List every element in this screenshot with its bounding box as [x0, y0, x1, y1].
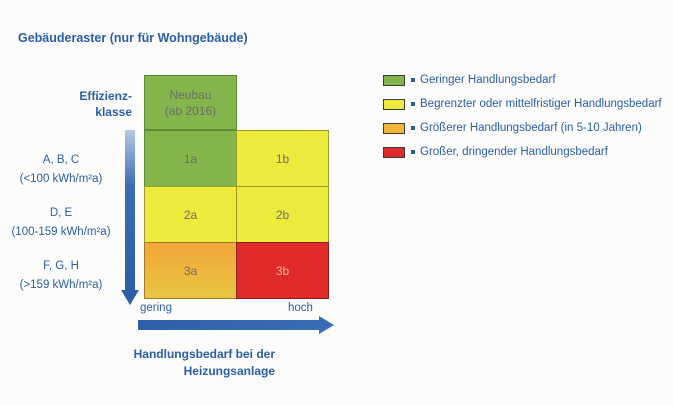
row-label-1-range: (<100 kWh/m²a) — [19, 173, 103, 185]
action-need-axis-arrow — [138, 316, 334, 334]
legend-swatch-red — [383, 146, 405, 158]
x-tick-low: gering — [140, 302, 172, 314]
y-axis-title: Effizienz- klasse — [60, 88, 132, 120]
legend-label-low: Geringer Handlungsbedarf — [420, 74, 556, 86]
row-label-2-classes: D, E — [49, 207, 73, 219]
row-label-2: D, E (100-159 kWh/m²a) — [2, 204, 120, 242]
legend-swatch-yellow — [383, 98, 405, 110]
legend-item-low: Geringer Handlungsbedarf — [383, 73, 556, 87]
cell-3b: 3b — [236, 242, 329, 299]
x-tick-high: hoch — [288, 302, 313, 314]
row-label-1: A, B, C (<100 kWh/m²a) — [2, 151, 120, 189]
cell-neubau: Neubau (ab 2016) — [144, 75, 237, 130]
row-label-3-range: (>159 kWh/m²a) — [19, 279, 103, 291]
cell-neubau-line-1: Neubau — [169, 87, 212, 102]
x-axis-title-line-2: Heizungsanlage — [183, 364, 275, 378]
page-title: Gebäuderaster (nur für Wohngebäude) — [18, 31, 248, 45]
cell-1b: 1b — [236, 130, 329, 187]
cell-2a: 2a — [144, 186, 237, 243]
cell-3a: 3a — [144, 242, 237, 299]
legend-item-medium: Begrenzter oder mittelfristiger Handlung… — [383, 97, 662, 111]
legend-label-urgent: Großer, dringender Handlungsbedarf — [420, 146, 608, 158]
row-label-2-range: (100-159 kWh/m²a) — [11, 226, 111, 238]
row-label-1-classes: A, B, C — [42, 154, 80, 166]
bullet-icon — [411, 102, 415, 106]
legend-swatch-green — [383, 74, 405, 86]
row-label-3: F, G, H (>159 kWh/m²a) — [2, 257, 120, 295]
legend-swatch-orange — [383, 122, 405, 134]
legend-label-high: Größerer Handlungsbedarf (in 5-10 Jahren… — [420, 122, 642, 134]
cell-1a: 1a — [144, 130, 237, 187]
legend-item-urgent: Großer, dringender Handlungsbedarf — [383, 145, 608, 159]
cell-neubau-line-2: (ab 2016) — [164, 103, 217, 118]
bullet-icon — [411, 150, 415, 154]
bullet-icon — [411, 126, 415, 130]
legend-item-high: Größerer Handlungsbedarf (in 5-10 Jahren… — [383, 121, 642, 135]
legend-label-medium: Begrenzter oder mittelfristiger Handlung… — [420, 98, 662, 110]
x-axis-title: Handlungsbedarf bei der Heizungsanlage — [120, 346, 275, 380]
bullet-icon — [411, 78, 415, 82]
x-axis-title-line-1: Handlungsbedarf bei der — [133, 347, 275, 361]
efficiency-axis-arrow — [121, 130, 139, 305]
cell-2b: 2b — [236, 186, 329, 243]
y-axis-title-line-2: klasse — [95, 105, 132, 119]
row-label-3-classes: F, G, H — [43, 260, 79, 272]
y-axis-title-line-1: Effizienz- — [79, 89, 132, 103]
